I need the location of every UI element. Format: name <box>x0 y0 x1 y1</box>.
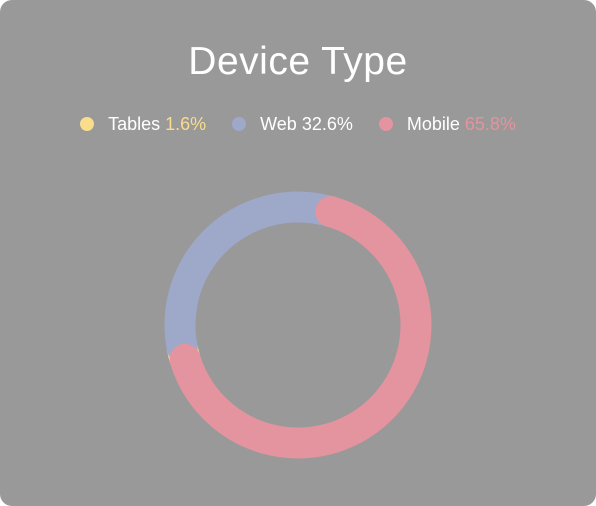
legend-value-tables: 1.6% <box>165 114 207 134</box>
legend-value-mobile: 65.8% <box>464 114 516 134</box>
legend-dot-web <box>232 117 247 131</box>
legend-item-mobile[interactable]: Mobile 65.8% <box>378 113 516 135</box>
legend-item-web[interactable]: Web 32.6% <box>232 113 353 135</box>
legend-label-web: Web <box>260 114 297 134</box>
legend-label-mobile: Mobile <box>406 114 460 134</box>
chart-title: Device Type <box>188 40 408 83</box>
legend-value-web: 32.6% <box>301 114 353 134</box>
chart-legend: Tables 1.6% Web 32.6% Mobile 65.8% <box>0 113 596 135</box>
legend-dot-tables <box>80 117 95 131</box>
donut-arc-web[interactable] <box>159 186 436 463</box>
donut-arc-mobile[interactable] <box>152 179 444 471</box>
legend-item-tables[interactable]: Tables 1.6% <box>80 113 206 135</box>
legend-label-tables: Tables <box>108 114 161 134</box>
legend-dot-mobile <box>378 117 393 131</box>
